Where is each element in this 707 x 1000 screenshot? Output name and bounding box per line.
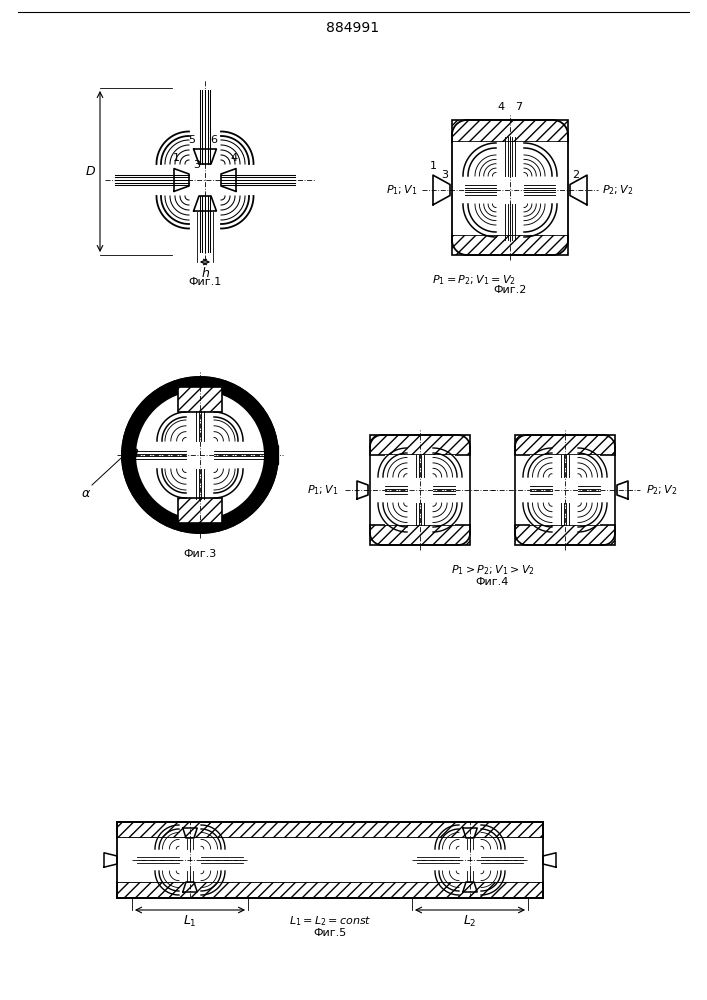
Bar [530, 455, 600, 525]
Text: $P_2 ; V_2$: $P_2 ; V_2$ [646, 483, 677, 497]
Bar [117, 882, 543, 898]
Text: $P_2 ; V_2$: $P_2 ; V_2$ [602, 183, 633, 197]
Bar [370, 525, 470, 545]
Text: $P_1 > P_2 ; V_1 > V_2$: $P_1 > P_2 ; V_1 > V_2$ [450, 563, 534, 577]
Bar [515, 435, 615, 455]
Bar [385, 455, 455, 525]
Bar [452, 235, 568, 255]
Bar [470, 142, 550, 235]
Text: Фиг.5: Фиг.5 [313, 928, 346, 938]
Bar [370, 435, 470, 455]
Text: $L_1$: $L_1$ [183, 914, 197, 929]
Text: 7: 7 [515, 102, 522, 112]
Text: 3: 3 [441, 170, 448, 180]
Text: 1: 1 [429, 161, 436, 171]
Text: 884991: 884991 [327, 21, 380, 35]
Text: $P_1 = P_2 ; V_1 = V_2$: $P_1 = P_2 ; V_1 = V_2$ [432, 273, 516, 287]
Text: 4: 4 [498, 102, 505, 112]
Bar [452, 142, 470, 235]
Text: $L_1 = L_2 = const$: $L_1 = L_2 = const$ [288, 914, 371, 928]
Text: $L_2$: $L_2$ [463, 914, 477, 929]
Bar [117, 822, 543, 838]
Text: Фиг.1: Фиг.1 [188, 277, 221, 287]
Bar [178, 498, 222, 523]
Bar [550, 142, 568, 235]
Circle shape [122, 377, 278, 533]
Text: 4: 4 [230, 153, 238, 163]
Text: Фиг.4: Фиг.4 [476, 577, 509, 587]
Bar [117, 838, 543, 882]
Text: Фиг.2: Фиг.2 [493, 285, 527, 295]
Text: Фиг.3: Фиг.3 [183, 549, 216, 559]
Text: h: h [201, 267, 209, 280]
Text: α: α [82, 487, 90, 500]
Text: $P_1 ; V_1$: $P_1 ; V_1$ [308, 483, 339, 497]
Text: 5: 5 [188, 135, 195, 145]
Bar [515, 525, 615, 545]
Bar [178, 387, 222, 412]
Bar [452, 120, 568, 142]
Circle shape [136, 391, 264, 519]
Text: $P_1 ; V_1$: $P_1 ; V_1$ [386, 183, 418, 197]
Text: 3: 3 [193, 160, 200, 170]
Circle shape [122, 377, 278, 533]
Text: 1: 1 [173, 153, 180, 163]
Text: D: D [86, 165, 95, 178]
Text: 2: 2 [572, 170, 579, 180]
Text: 6: 6 [210, 135, 217, 145]
